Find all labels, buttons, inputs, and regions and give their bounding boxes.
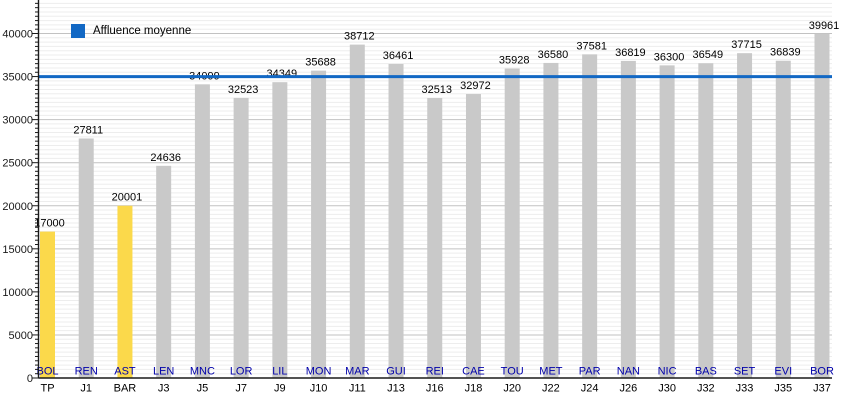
- x-axis-match-label: J37: [813, 383, 831, 395]
- bar-GUI: [388, 63, 404, 378]
- x-axis-team-label: REN: [75, 366, 98, 378]
- x-axis-match-label: J10: [310, 383, 328, 395]
- x-axis-match-label: J20: [503, 383, 521, 395]
- bar-BAS: [698, 63, 714, 378]
- bar-LEN: [156, 165, 172, 378]
- x-axis-match-label: J9: [274, 383, 286, 395]
- bar-value-label: 35928: [499, 55, 530, 67]
- x-axis-match-label: TP: [40, 383, 54, 395]
- bar-PAR: [582, 54, 598, 378]
- x-axis-team-label: MNC: [190, 366, 215, 378]
- bar-BOL: [40, 231, 55, 378]
- bar-value-label: 35688: [305, 57, 336, 69]
- bar-NIC: [659, 65, 675, 379]
- bar-value-label: 24636: [150, 152, 181, 164]
- x-axis-team-label: LEN: [153, 366, 174, 378]
- legend-label: Affluence moyenne: [93, 24, 192, 37]
- x-axis-match-label: J33: [736, 383, 754, 395]
- bar-MNC: [194, 84, 210, 379]
- x-axis-match-label: J13: [387, 383, 405, 395]
- bar-value-label: 36580: [538, 49, 569, 61]
- x-axis-team-label: LIL: [272, 366, 287, 378]
- x-axis-match-label: J16: [426, 383, 444, 395]
- x-axis-match-label: J5: [197, 383, 209, 395]
- x-axis-team-label: LOR: [230, 366, 253, 378]
- bar-value-label: 32972: [460, 80, 491, 92]
- bar-REN: [78, 138, 94, 378]
- y-axis-tick-label: 40000: [2, 29, 33, 41]
- x-axis-team-label: BOR: [810, 366, 834, 378]
- bar-value-label: 37581: [576, 40, 607, 52]
- bar-LIL: [272, 82, 288, 378]
- bar-EVI: [775, 60, 791, 378]
- x-axis-team-label: PAR: [579, 366, 601, 378]
- x-axis-team-label: NAN: [617, 366, 640, 378]
- bar-value-label: 36300: [654, 51, 685, 63]
- bar-BOR: [814, 33, 830, 379]
- bar-value-label: 36549: [693, 49, 724, 61]
- y-axis-tick-label: 10000: [2, 287, 33, 299]
- x-axis-team-label: AST: [114, 366, 136, 378]
- y-axis-tick-label: 0: [27, 373, 33, 385]
- x-axis-match-label: BAR: [114, 383, 137, 395]
- x-axis-team-label: TOU: [501, 366, 524, 378]
- x-axis-match-label: J30: [658, 383, 676, 395]
- bar-value-label: 32523: [228, 84, 259, 96]
- bar-MET: [543, 62, 559, 379]
- bar-value-label: 36461: [383, 50, 414, 62]
- x-axis-match-label: J35: [774, 383, 792, 395]
- x-axis-team-label: CAE: [462, 366, 485, 378]
- y-axis-tick-label: 5000: [9, 330, 33, 342]
- x-axis-team-label: EVI: [774, 366, 792, 378]
- bar-value-label: 37715: [731, 39, 762, 51]
- x-axis-team-label: NIC: [658, 366, 677, 378]
- bar-REI: [427, 97, 443, 379]
- legend-color-swatch: [71, 24, 85, 38]
- bar-value-label: 20001: [112, 192, 143, 204]
- bar-value-label: 39961: [809, 20, 840, 32]
- bar-value-label: 27811: [73, 124, 103, 136]
- x-axis-team-label: BAS: [695, 366, 717, 378]
- x-axis-team-label: REI: [426, 366, 444, 378]
- bar-TOU: [504, 68, 520, 378]
- y-axis-tick-label: 25000: [2, 158, 33, 170]
- bar-value-label: 36819: [615, 47, 646, 59]
- bar-value-label: 36839: [770, 47, 801, 59]
- bar-MON: [311, 70, 327, 379]
- x-axis-match-label: J32: [697, 383, 715, 395]
- bar-LOR: [233, 97, 249, 378]
- bar-value-label: 17000: [34, 218, 65, 230]
- bar-NAN: [620, 60, 636, 378]
- bar-SET: [737, 53, 753, 378]
- bar-CAE: [465, 94, 481, 378]
- x-axis-match-label: J22: [542, 383, 560, 395]
- x-axis-match-label: J1: [80, 383, 92, 395]
- x-axis-match-label: J7: [235, 383, 247, 395]
- bar-value-label: 32513: [421, 84, 452, 96]
- x-axis-match-label: J11: [349, 383, 366, 395]
- bar-value-label: 34349: [267, 68, 298, 80]
- bar-value-label: 38712: [344, 31, 375, 43]
- x-axis-team-label: MON: [306, 366, 332, 378]
- x-axis-match-label: J26: [620, 383, 638, 395]
- x-axis-team-label: GUI: [386, 366, 406, 378]
- bar-MAR: [349, 44, 365, 379]
- y-axis-tick-label: 35000: [2, 72, 33, 84]
- bar-AST: [117, 205, 133, 378]
- legend: Affluence moyenne: [71, 24, 191, 38]
- x-axis-team-label: MET: [539, 366, 563, 378]
- y-axis-tick-label: 20000: [2, 201, 33, 213]
- y-axis-tick-label: 30000: [2, 115, 33, 127]
- x-axis-match-label: J24: [581, 383, 599, 395]
- y-axis-tick-label: 15000: [2, 244, 33, 256]
- x-axis-match-label: J18: [465, 383, 483, 395]
- x-axis-team-label: SET: [734, 366, 756, 378]
- x-axis-team-label: BOL: [36, 366, 58, 378]
- x-axis-match-label: J3: [158, 383, 170, 395]
- x-axis-team-label: MAR: [345, 366, 370, 378]
